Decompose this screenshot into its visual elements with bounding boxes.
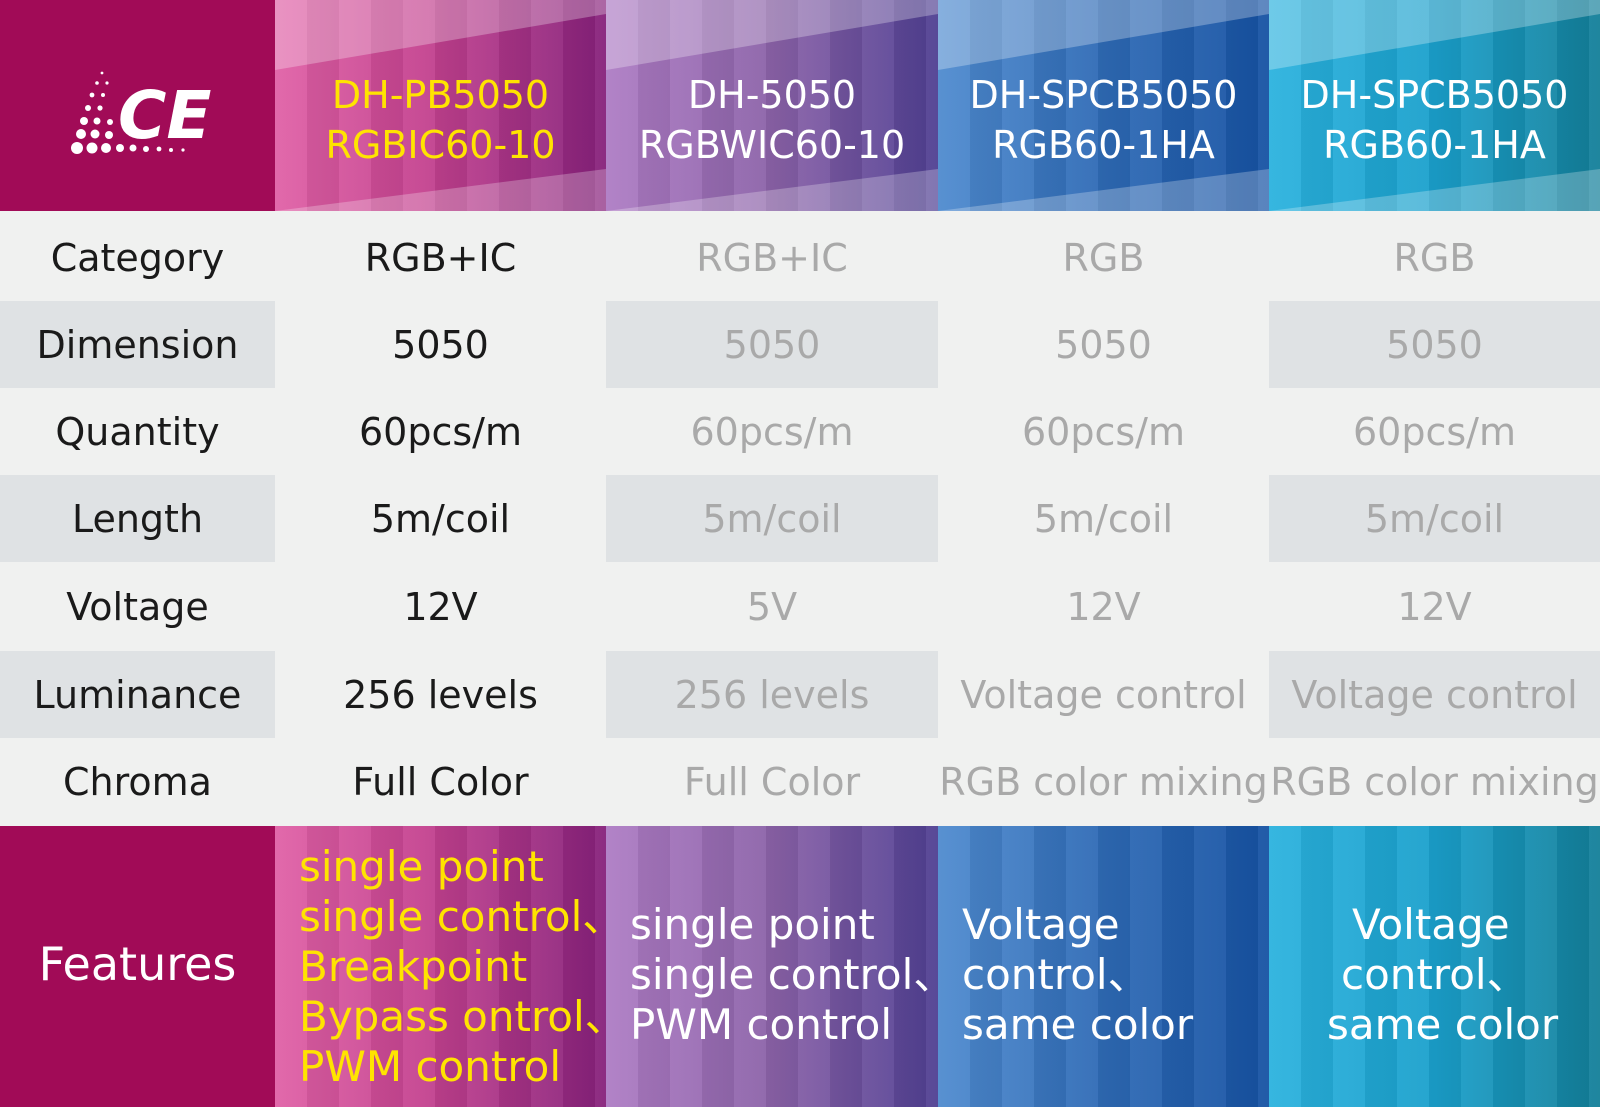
spec-value: 12V <box>403 584 478 629</box>
spec-value: RGB color mixing <box>939 759 1268 804</box>
logo-text: CE <box>118 77 212 154</box>
spec-value: 5m/coil <box>606 475 938 562</box>
model-variant: RGB60-1HA <box>992 123 1215 167</box>
model-code: DH-SPCB5050 <box>1300 73 1569 117</box>
spec-value: 5V <box>746 584 798 629</box>
row-label: Voltage <box>66 584 209 629</box>
spec-value: RGB <box>1062 235 1145 280</box>
spec-value: Voltage control <box>1269 651 1600 738</box>
row-label: Dimension <box>0 301 275 388</box>
feature-line: PWM control <box>299 1042 562 1091</box>
features-cell-2: single point single control、 PWM control <box>606 826 938 1107</box>
spec-value: RGB+IC <box>364 235 517 280</box>
features-cell-3: Voltage control、 same color <box>938 826 1269 1107</box>
spec-value: 5m/coil <box>1269 475 1600 562</box>
feature-line: single point <box>299 842 544 891</box>
spec-row-voltage: Voltage 12V 5V 12V 12V <box>0 563 1600 650</box>
spec-value: 256 levels <box>343 672 538 717</box>
spec-value: Full Color <box>352 759 529 804</box>
feature-line: control、 <box>962 950 1150 999</box>
model-name: DH-PB5050 RGBIC60-10 <box>275 70 606 170</box>
spec-value: 60pcs/m <box>690 409 854 454</box>
features-label-cell: Features <box>0 826 275 1107</box>
spec-value: 60pcs/m <box>1353 409 1516 454</box>
feature-line: Breakpoint <box>299 942 528 991</box>
spec-value: 5m/coil <box>1033 496 1174 541</box>
feature-line: Voltage <box>1352 900 1510 949</box>
spec-value: 5050 <box>606 301 938 388</box>
spec-row-length: Length 5m/coil 5m/coil 5m/coil 5m/coil <box>0 475 1600 562</box>
model-name: DH-SPCB5050 RGB60-1HA <box>938 70 1269 170</box>
features-cell-1: single point single control、 Breakpoint … <box>275 826 606 1107</box>
feature-line: Bypass ontrol、 <box>299 992 606 1041</box>
model-variant: RGBWIC60-10 <box>638 123 906 167</box>
spec-value: RGB color mixing <box>1270 759 1599 804</box>
row-label: Luminance <box>0 651 275 738</box>
features-text: Voltage control、 same color <box>962 900 1193 1050</box>
spec-row-category: Category RGB+IC RGB+IC RGB RGB <box>0 214 1600 301</box>
model-variant: RGB60-1HA <box>1323 123 1546 167</box>
feature-line: Voltage <box>962 900 1120 949</box>
spec-value: RGB+IC <box>696 235 848 280</box>
feature-line: control、 <box>1341 950 1529 999</box>
spec-value: 256 levels <box>606 651 938 738</box>
spec-value: 12V <box>1397 584 1472 629</box>
model-code: DH-SPCB5050 <box>969 73 1238 117</box>
row-label: Quantity <box>55 409 220 454</box>
spec-value: Full Color <box>683 759 861 804</box>
model-code: DH-5050 <box>687 73 857 117</box>
feature-line: same color <box>962 1000 1194 1049</box>
spec-value: 5050 <box>1269 301 1600 388</box>
spec-row-chroma: Chroma Full Color Full Color RGB color m… <box>0 738 1600 825</box>
model-code: DH-PB5050 <box>331 73 550 117</box>
feature-line: same color <box>1327 1000 1559 1049</box>
row-label: Length <box>0 475 275 562</box>
halftone-dots <box>71 71 185 154</box>
features-label: Features <box>38 937 237 991</box>
spec-value: 60pcs/m <box>1022 409 1185 454</box>
column-header-4: DH-SPCB5050 RGB60-1HA <box>1269 0 1600 211</box>
spec-value: 5050 <box>392 322 489 367</box>
column-header-3: DH-SPCB5050 RGB60-1HA <box>938 0 1269 211</box>
ce-logo: CE <box>71 71 212 154</box>
spec-row-quantity: Quantity 60pcs/m 60pcs/m 60pcs/m 60pcs/m <box>0 388 1600 475</box>
features-text: single point single control、 PWM control <box>630 900 938 1050</box>
model-variant: RGBIC60-10 <box>325 123 556 167</box>
spec-value: 12V <box>1066 584 1141 629</box>
row-label: Category <box>50 235 225 280</box>
spec-row-dimension: Dimension 5050 5050 5050 5050 <box>0 301 1600 388</box>
spec-value: 60pcs/m <box>359 409 522 454</box>
features-text: single point single control、 Breakpoint … <box>299 842 606 1092</box>
column-header-2: DH-5050 RGBWIC60-10 <box>606 0 938 211</box>
features-cell-4: Voltage control、 same color <box>1269 826 1600 1107</box>
logo-cell: CE <box>0 0 275 211</box>
spec-value: Voltage control <box>960 672 1247 717</box>
spec-value: 5050 <box>1055 322 1152 367</box>
spec-value: 5m/coil <box>370 496 511 541</box>
feature-line: single control、 <box>630 950 938 999</box>
model-name: DH-SPCB5050 RGB60-1HA <box>1269 70 1600 170</box>
features-text: Voltage control、 same color <box>1327 900 1558 1050</box>
model-name: DH-5050 RGBWIC60-10 <box>606 70 938 170</box>
feature-line: single control、 <box>299 892 606 941</box>
column-header-1: DH-PB5050 RGBIC60-10 <box>275 0 606 211</box>
feature-line: PWM control <box>630 1000 893 1049</box>
spec-value: RGB <box>1393 235 1476 280</box>
spec-row-luminance: Luminance 256 levels 256 levels Voltage … <box>0 651 1600 738</box>
feature-line: single point <box>630 900 875 949</box>
row-label: Chroma <box>63 759 212 804</box>
